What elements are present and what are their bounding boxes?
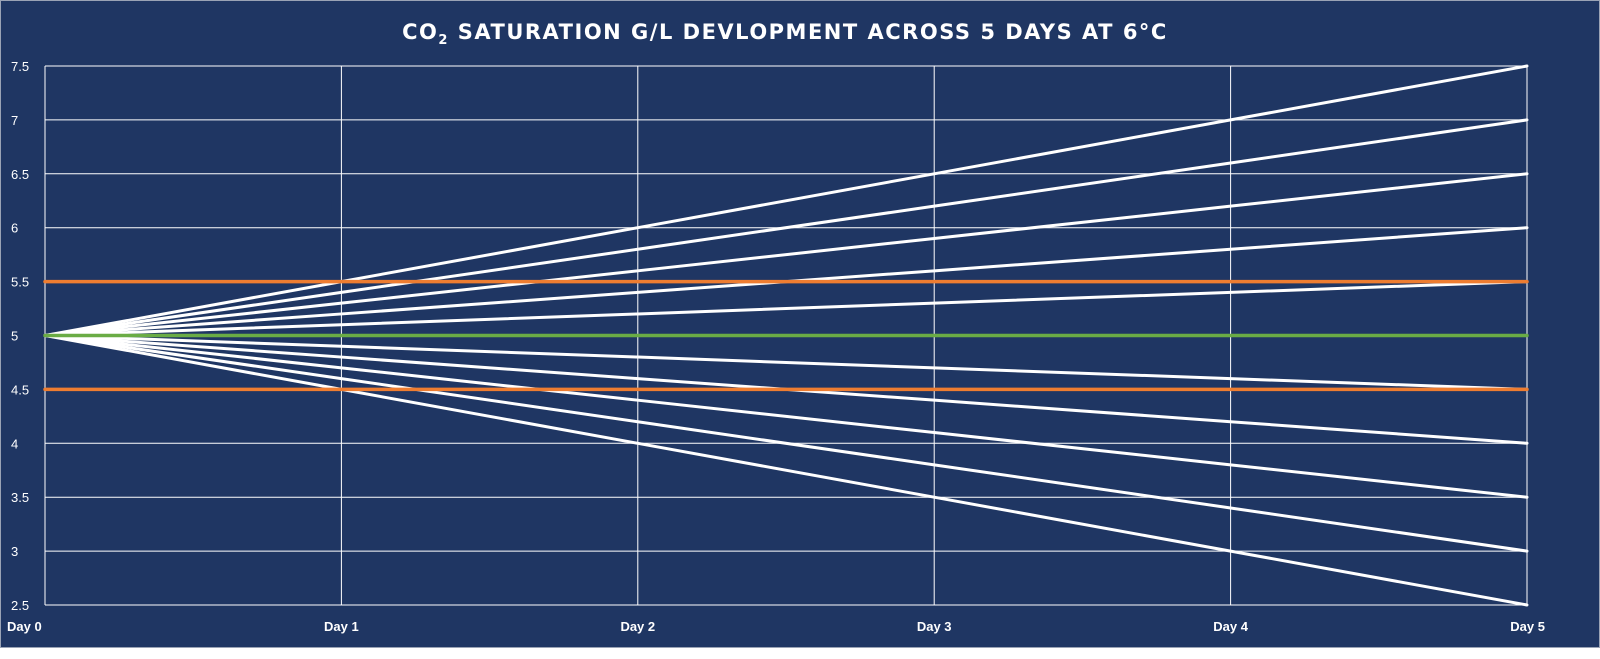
y-axis-ticks: 7.5 7 6.5 6 5.5 5 4.5 4 3.5 3 2.5 xyxy=(11,59,29,613)
series-line-10 xyxy=(43,334,1529,607)
x-tick-label: Day 1 xyxy=(324,619,359,634)
series-group xyxy=(43,64,1529,607)
x-tick-label: Day 4 xyxy=(1213,619,1248,634)
y-tick-label: 7 xyxy=(11,113,18,128)
series-line-3 xyxy=(43,172,1529,337)
y-tick-label: 5.5 xyxy=(11,275,29,290)
chart-background xyxy=(1,1,1599,647)
x-tick-label: Day 0 xyxy=(7,619,42,634)
series-line-8 xyxy=(43,334,1529,499)
y-tick-label: 7.5 xyxy=(11,59,29,74)
series-line-9 xyxy=(43,334,1529,553)
chart-title: CO2 SATURATION G/L DEVLOPMENT ACROSS 5 D… xyxy=(402,20,1168,48)
series-line-6 xyxy=(43,334,1529,391)
title-subscript: 2 xyxy=(438,33,449,48)
y-tick-label: 3 xyxy=(11,544,18,559)
x-tick-label: Day 3 xyxy=(917,619,952,634)
y-tick-label: 6 xyxy=(11,221,18,236)
x-tick-label: Day 2 xyxy=(620,619,655,634)
series-line-2 xyxy=(43,118,1529,337)
x-tick-label: Day 5 xyxy=(1510,619,1545,634)
y-tick-label: 4 xyxy=(11,436,18,451)
chart: CO2 SATURATION G/L DEVLOPMENT ACROSS 5 D… xyxy=(1,1,1599,647)
series-line-1 xyxy=(43,64,1529,337)
x-axis-ticks: Day 0 Day 1 Day 2 Day 3 Day 4 Day 5 xyxy=(7,619,1545,634)
y-tick-label: 3.5 xyxy=(11,490,29,505)
y-tick-label: 4.5 xyxy=(11,382,29,397)
series-line-5 xyxy=(43,280,1529,337)
y-tick-label: 6.5 xyxy=(11,167,29,182)
y-tick-label: 2.5 xyxy=(11,598,29,613)
y-tick-label: 5 xyxy=(11,329,18,344)
